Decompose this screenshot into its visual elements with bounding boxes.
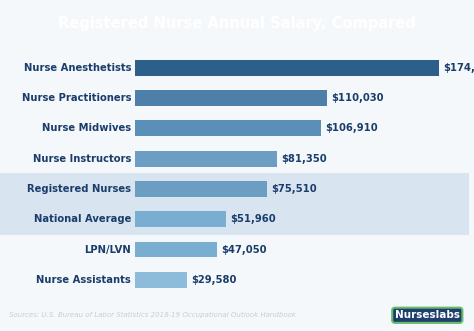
Text: Nurse Midwives: Nurse Midwives: [42, 123, 131, 133]
Text: $75,510: $75,510: [271, 184, 317, 194]
Bar: [135, 90, 327, 106]
Bar: [135, 60, 439, 75]
Text: $29,580: $29,580: [191, 275, 237, 285]
Text: $81,350: $81,350: [281, 154, 327, 164]
Bar: [135, 242, 217, 258]
Text: $174,790: $174,790: [444, 63, 474, 73]
Bar: [135, 272, 187, 288]
Bar: [0, 173, 469, 205]
Bar: [135, 181, 266, 197]
Text: LPN/LVN: LPN/LVN: [84, 245, 131, 255]
Text: Nurse Anesthetists: Nurse Anesthetists: [24, 63, 131, 73]
Text: $110,030: $110,030: [331, 93, 383, 103]
Bar: [135, 151, 277, 166]
Text: Nurse Instructors: Nurse Instructors: [33, 154, 131, 164]
Bar: [0, 204, 135, 235]
Text: Nurse Assistants: Nurse Assistants: [36, 275, 131, 285]
Text: $51,960: $51,960: [230, 214, 275, 224]
Bar: [0, 204, 469, 235]
Bar: [135, 212, 226, 227]
Text: Registered Nurses: Registered Nurses: [27, 184, 131, 194]
Text: $47,050: $47,050: [221, 245, 267, 255]
Bar: [135, 120, 321, 136]
Bar: [0, 173, 135, 205]
Text: Nurseslabs: Nurseslabs: [395, 310, 460, 320]
Text: National Average: National Average: [34, 214, 131, 224]
Text: Nurse Practitioners: Nurse Practitioners: [21, 93, 131, 103]
Text: $106,910: $106,910: [326, 123, 378, 133]
Text: Sources: U.S. Bureau of Labor Statistics 2018-19 Occupational Outlook Handbook: Sources: U.S. Bureau of Labor Statistics…: [9, 312, 296, 318]
Text: Registered Nurse Annual Salary, Compared: Registered Nurse Annual Salary, Compared: [58, 17, 416, 31]
